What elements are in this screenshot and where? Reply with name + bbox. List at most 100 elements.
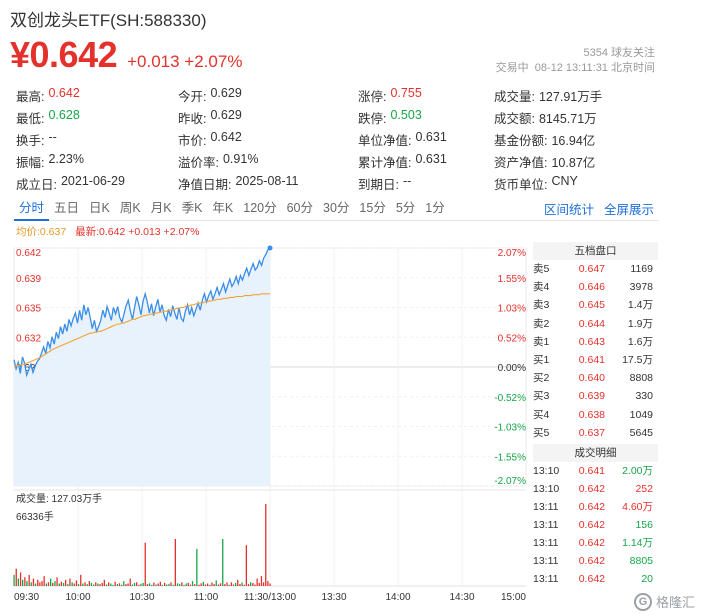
stat-cell: 今开: 0.629 (178, 86, 358, 105)
volume-bar (183, 584, 185, 586)
stat-value: 0.755 (390, 85, 422, 100)
trade-price: 0.642 (578, 537, 605, 550)
order-book-row: 卖4 0.646 3978 (533, 278, 658, 296)
volume-bar (71, 582, 73, 586)
watermark: G 格隆汇 (633, 592, 695, 611)
volume-bar (58, 583, 60, 586)
volume-bar (172, 584, 174, 586)
x-tick-label: 09:30 (14, 592, 39, 603)
volume-bar (13, 574, 15, 586)
y-tick-right: 0.00% (498, 363, 526, 374)
volume-bar (93, 584, 95, 586)
tab-period[interactable]: 日K (89, 200, 110, 215)
trade-time: 13:11 (533, 555, 559, 568)
tab-period[interactable]: 五日 (54, 200, 80, 215)
volume-bar (258, 582, 260, 586)
volume-bar (15, 568, 17, 586)
trade-volume: 2.00万 (622, 464, 653, 477)
tab-period[interactable]: 年K (212, 200, 234, 215)
stat-value: -- (48, 129, 57, 144)
y-tick-left: 0.639 (16, 274, 41, 285)
stat-label: 溢价率: (178, 155, 219, 170)
trade-row: 13:11 0.642 20 (533, 570, 658, 588)
trades-title: 成交明细 (533, 443, 658, 462)
y-tick-right: -2.07% (494, 476, 526, 487)
stat-row: 换手: -- 市价: 0.642 单位净值: 0.631 基金份额: 16.94亿 (16, 128, 656, 150)
tab-period[interactable]: 120分 (243, 200, 277, 215)
trade-time: 13:11 (533, 501, 559, 514)
volume-label: 成交量: 127.03万手 (16, 492, 102, 505)
tab-period[interactable]: 季K (181, 200, 203, 215)
trade-row: 13:11 0.642 156 (533, 516, 658, 534)
followers-count[interactable]: 5354 球友关注 (583, 47, 655, 59)
volume-bar (265, 504, 267, 586)
volume-bar (114, 581, 116, 586)
volume-bar (47, 582, 50, 586)
stat-cell: 最高: 0.642 (16, 86, 178, 105)
stat-value: 10.87亿 (551, 155, 596, 170)
order-book-row: 买4 0.638 1049 (533, 406, 658, 424)
volume-bar (241, 582, 243, 586)
quote-meta: 5354 球友关注 交易中 08-12 13:11:31 北京时间 (496, 46, 655, 76)
tab-period[interactable]: 月K (150, 200, 172, 215)
legend-avg-price: 均价:0.637 (16, 226, 67, 238)
trade-row: 13:10 0.641 2.00万 (533, 462, 658, 480)
stat-label: 昨收: (178, 111, 207, 126)
tab-period[interactable]: 30分 (323, 200, 350, 215)
volume-bar (166, 584, 168, 586)
volume-bar (123, 581, 125, 586)
stat-value: 0.629 (210, 107, 242, 122)
volume-bar (198, 584, 200, 586)
volume-bar (179, 584, 181, 586)
stat-row: 振幅: 2.23% 溢价率: 0.91% 累计净值: 0.631 资产净值: 10.87亿 (16, 150, 656, 172)
volume-bar (144, 542, 146, 586)
volume-bar (30, 582, 32, 586)
order-book-volume: 1.4万 (627, 299, 653, 312)
order-book-volume: 3978 (629, 281, 653, 294)
tab-period[interactable]: 5分 (395, 200, 416, 215)
volume-bar (185, 583, 187, 586)
volume-bar (26, 581, 28, 586)
volume-bar (121, 584, 123, 586)
stat-cell: 累计净值: 0.631 (358, 152, 494, 171)
tab-period[interactable]: 周K (119, 200, 141, 215)
fullscreen-link[interactable]: 全屏展示 (603, 203, 654, 217)
intraday-chart[interactable]: 0.6420.6390.6350.6320.6290.6260.6230.619… (0, 236, 530, 615)
y-tick-left: 0.642 (16, 248, 41, 259)
tab-period[interactable]: 1分 (425, 200, 445, 215)
tab-period[interactable]: 分时 (14, 197, 50, 221)
tab-period[interactable]: 60分 (286, 200, 314, 215)
order-book-panel: 五档盘口 卖5 0.647 1169 卖4 0.646 3978 卖3 0.645 1.4万 卖2… (533, 242, 658, 589)
volume-bar (226, 582, 228, 586)
volume-bar (181, 582, 183, 586)
stat-row: 最高: 0.642 今开: 0.629 涨停: 0.755 成交量: 127.91万手 (16, 84, 656, 106)
x-tick-label: 11:00 (194, 592, 219, 603)
stat-label: 跌停: (358, 111, 387, 126)
volume-bar (230, 582, 232, 586)
volume-bar (232, 584, 235, 586)
current-price: ¥0.642 (10, 34, 118, 75)
order-book-volume: 1.9万 (627, 317, 653, 330)
range-stats-link[interactable]: 区间统计 (543, 203, 594, 217)
order-book-label: 买2 (533, 372, 550, 385)
order-book-row: 买2 0.640 8808 (533, 369, 658, 387)
volume-bar (148, 583, 151, 586)
watermark-text: 格隆汇 (655, 595, 695, 610)
volume-bar (67, 584, 69, 586)
volume-bar (65, 579, 67, 586)
volume-bar (267, 581, 269, 586)
volume-bar (84, 582, 86, 586)
volume-bar (37, 579, 39, 586)
trade-row: 13:11 0.642 1.14万 (533, 534, 658, 552)
order-book-volume: 1.6万 (627, 335, 653, 348)
y-tick-right: 0.52% (498, 333, 526, 344)
tab-period[interactable]: 15分 (359, 200, 386, 215)
trade-volume: 8805 (629, 555, 653, 568)
volume-bar (97, 583, 99, 586)
volume-bar (211, 582, 213, 586)
y-tick-left: 0.632 (16, 333, 41, 344)
volume-bar (88, 581, 90, 586)
volume-bar (127, 583, 129, 586)
volume-bar (191, 581, 194, 586)
volume-bar (189, 584, 192, 586)
